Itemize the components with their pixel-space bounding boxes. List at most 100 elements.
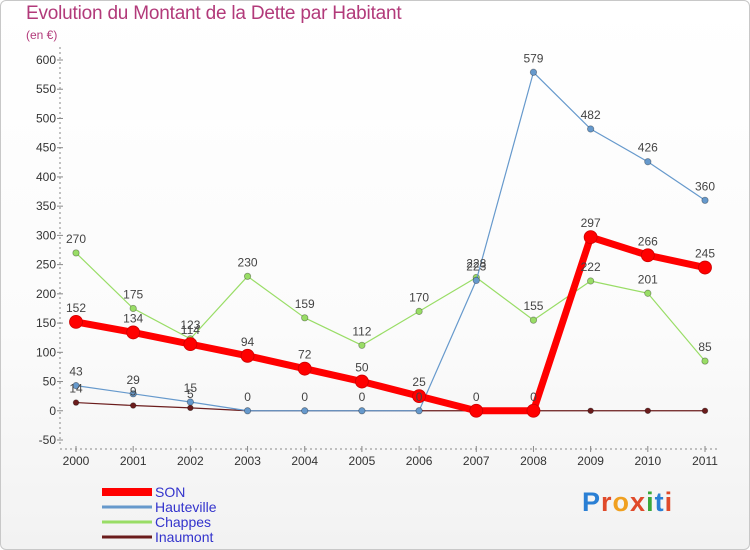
data-point-son: [126, 325, 141, 340]
series-line-inaumont: [75, 401, 705, 412]
y-tick-label: 250: [36, 258, 56, 272]
y-tick-label: 300: [36, 228, 56, 242]
y-tick-label: 150: [36, 316, 56, 330]
data-point-chappes: [587, 277, 595, 285]
series-line-hauteville: [75, 71, 706, 412]
data-point-inaumont: [129, 402, 137, 409]
chart-title: Evolution du Montant de la Dette par Hab…: [26, 3, 402, 24]
x-tick-label: 2002: [177, 454, 204, 468]
logo-letter: t: [654, 487, 665, 517]
data-label-chappes: 170: [409, 290, 429, 304]
data-point-son: [183, 337, 198, 352]
data-label-hauteville: 43: [69, 365, 83, 379]
data-point-son: [297, 361, 312, 376]
data-point-hauteville: [587, 125, 595, 133]
series-hauteville: [72, 68, 709, 415]
x-tick-label: 2008: [520, 454, 547, 468]
data-point-son: [469, 403, 484, 418]
data-label-son: 134: [123, 311, 143, 325]
data-point-chappes: [243, 272, 252, 280]
legend-item-hauteville: Hauteville: [102, 499, 217, 515]
data-point-inaumont: [587, 407, 594, 414]
chart-axes: -500501001502002503003504004505005506002…: [36, 47, 720, 468]
series-chappes: [72, 249, 709, 365]
y-tick-label: 400: [36, 170, 56, 184]
data-point-hauteville: [243, 407, 252, 415]
x-tick-label: 2000: [63, 454, 90, 468]
y-tick-label: 500: [36, 111, 56, 125]
data-label-son: 245: [695, 247, 715, 261]
logo-text: Proxiti: [582, 487, 673, 517]
data-label-chappes: 155: [523, 299, 543, 313]
x-tick-label: 2006: [406, 454, 433, 468]
data-point-son: [640, 248, 655, 263]
data-label-son: 266: [638, 234, 658, 248]
data-point-chappes: [415, 307, 423, 315]
logo-letter: o: [612, 487, 631, 517]
legend-label: Inaumont: [155, 529, 213, 545]
data-point-chappes: [72, 249, 80, 257]
data-label-hauteville: 426: [638, 141, 658, 155]
data-point-son: [698, 260, 712, 275]
legend-label: Chappes: [155, 514, 211, 530]
x-tick-label: 2003: [234, 454, 261, 468]
data-label-hauteville: 0: [359, 390, 366, 404]
y-tick-label: -50: [39, 433, 57, 447]
legend-swatch: [102, 520, 152, 524]
data-label-son: 0: [473, 390, 480, 404]
y-tick-label: 600: [36, 53, 56, 67]
data-point-son: [412, 389, 426, 404]
data-point-hauteville: [701, 196, 709, 204]
data-label-chappes: 85: [698, 340, 712, 354]
data-label-hauteville: 360: [695, 179, 715, 193]
data-point-hauteville: [472, 276, 480, 284]
data-point-chappes: [301, 314, 309, 322]
data-label-son: 50: [355, 361, 369, 375]
logo-letter: P: [582, 487, 602, 517]
data-label-hauteville: 0: [244, 390, 251, 404]
data-point-hauteville: [129, 390, 137, 398]
data-label-hauteville: 0: [416, 390, 423, 404]
data-label-son: 72: [298, 348, 312, 362]
data-point-hauteville: [72, 382, 80, 390]
data-point-hauteville: [186, 398, 194, 406]
data-point-hauteville: [644, 158, 652, 166]
legend-item-chappes: Chappes: [102, 514, 211, 530]
y-tick-label: 0: [49, 404, 56, 418]
series-line-son: [75, 233, 706, 415]
data-label-son: 297: [581, 216, 601, 230]
y-tick-label: 450: [36, 141, 56, 155]
legend-item-inaumont: Inaumont: [102, 529, 213, 545]
x-tick-label: 2007: [463, 454, 490, 468]
series-line-chappes: [75, 252, 706, 362]
data-label-hauteville: 579: [523, 51, 543, 65]
data-label-chappes: 112: [352, 324, 371, 338]
data-label-son: 114: [181, 323, 200, 337]
data-point-son: [526, 403, 541, 418]
legend-label: Hauteville: [155, 499, 217, 515]
x-tick-label: 2005: [349, 454, 376, 468]
data-label-son: 0: [530, 390, 537, 404]
data-point-hauteville: [529, 68, 538, 76]
data-label-son: 94: [241, 335, 255, 349]
logo-letter: r: [601, 487, 613, 517]
data-point-chappes: [644, 289, 652, 297]
data-point-hauteville: [358, 407, 366, 415]
data-label-inaumont: 5: [187, 387, 194, 401]
data-point-chappes: [701, 357, 709, 365]
data-label-chappes: 230: [238, 255, 258, 269]
x-tick-label: 2010: [634, 454, 661, 468]
y-tick-label: 50: [43, 375, 57, 389]
data-label-son: 25: [412, 375, 426, 389]
data-label-chappes: 159: [295, 297, 315, 311]
chart-series: [69, 68, 712, 418]
data-label-hauteville: 223: [466, 259, 486, 273]
chart-data-labels: 14 9 5 270 175 123 230 159 112 170 228 155 222 201 85 4…: [66, 51, 715, 403]
data-point-son: [355, 374, 369, 389]
data-label-chappes: 201: [638, 272, 658, 286]
legend-swatch: [102, 535, 152, 539]
data-point-hauteville: [301, 407, 309, 415]
data-point-inaumont: [187, 404, 194, 412]
